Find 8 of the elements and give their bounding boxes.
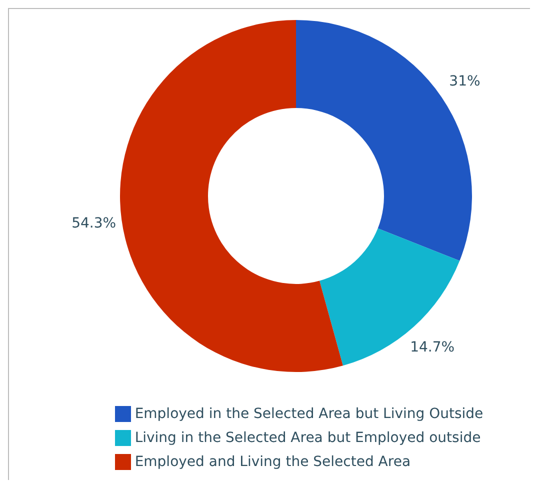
data-label: 31%: [449, 73, 480, 90]
legend-label: Employed in the Selected Area but Living Outside: [134, 406, 484, 422]
data-label: 54.3%: [72, 215, 116, 232]
donut-slice: [120, 20, 343, 372]
legend-label: Living in the Selected Area but Employed outside: [134, 430, 481, 446]
legend-label: Employed and Living the Selected Area: [134, 454, 411, 470]
data-label: 14.7%: [410, 340, 455, 356]
donut-slice: [319, 228, 460, 366]
